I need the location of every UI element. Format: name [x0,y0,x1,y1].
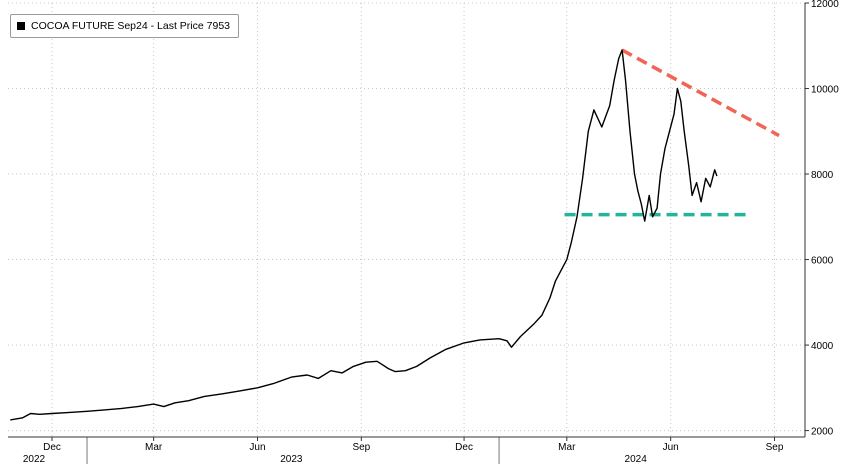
x-tick-label: Sep [766,442,784,453]
legend-swatch-icon [17,22,25,30]
year-label: 2023 [280,454,303,464]
x-tick-label: Mar [558,442,576,453]
legend-label: COCOA FUTURE Sep24 - Last Price 7953 [31,20,230,32]
y-tick-label: 6000 [811,256,834,267]
y-tick-label: 10000 [811,85,839,96]
resistance-trendline [621,48,780,138]
y-tick-label: 4000 [811,341,834,352]
y-tick-label: 12000 [811,0,839,10]
x-tick-label: Sep [352,442,370,453]
year-label: 2024 [625,454,648,464]
y-tick-label: 2000 [811,427,834,438]
y-tick-label: 8000 [811,170,834,181]
x-tick-label: Jun [663,442,679,453]
year-label: 2022 [23,454,46,464]
x-tick-label: Dec [455,442,473,453]
x-tick-label: Dec [43,442,61,453]
price-series-line [10,49,718,421]
legend: COCOA FUTURE Sep24 - Last Price 7953 [10,14,239,38]
x-tick-label: Mar [145,442,163,453]
x-tick-label: Jun [249,442,265,453]
